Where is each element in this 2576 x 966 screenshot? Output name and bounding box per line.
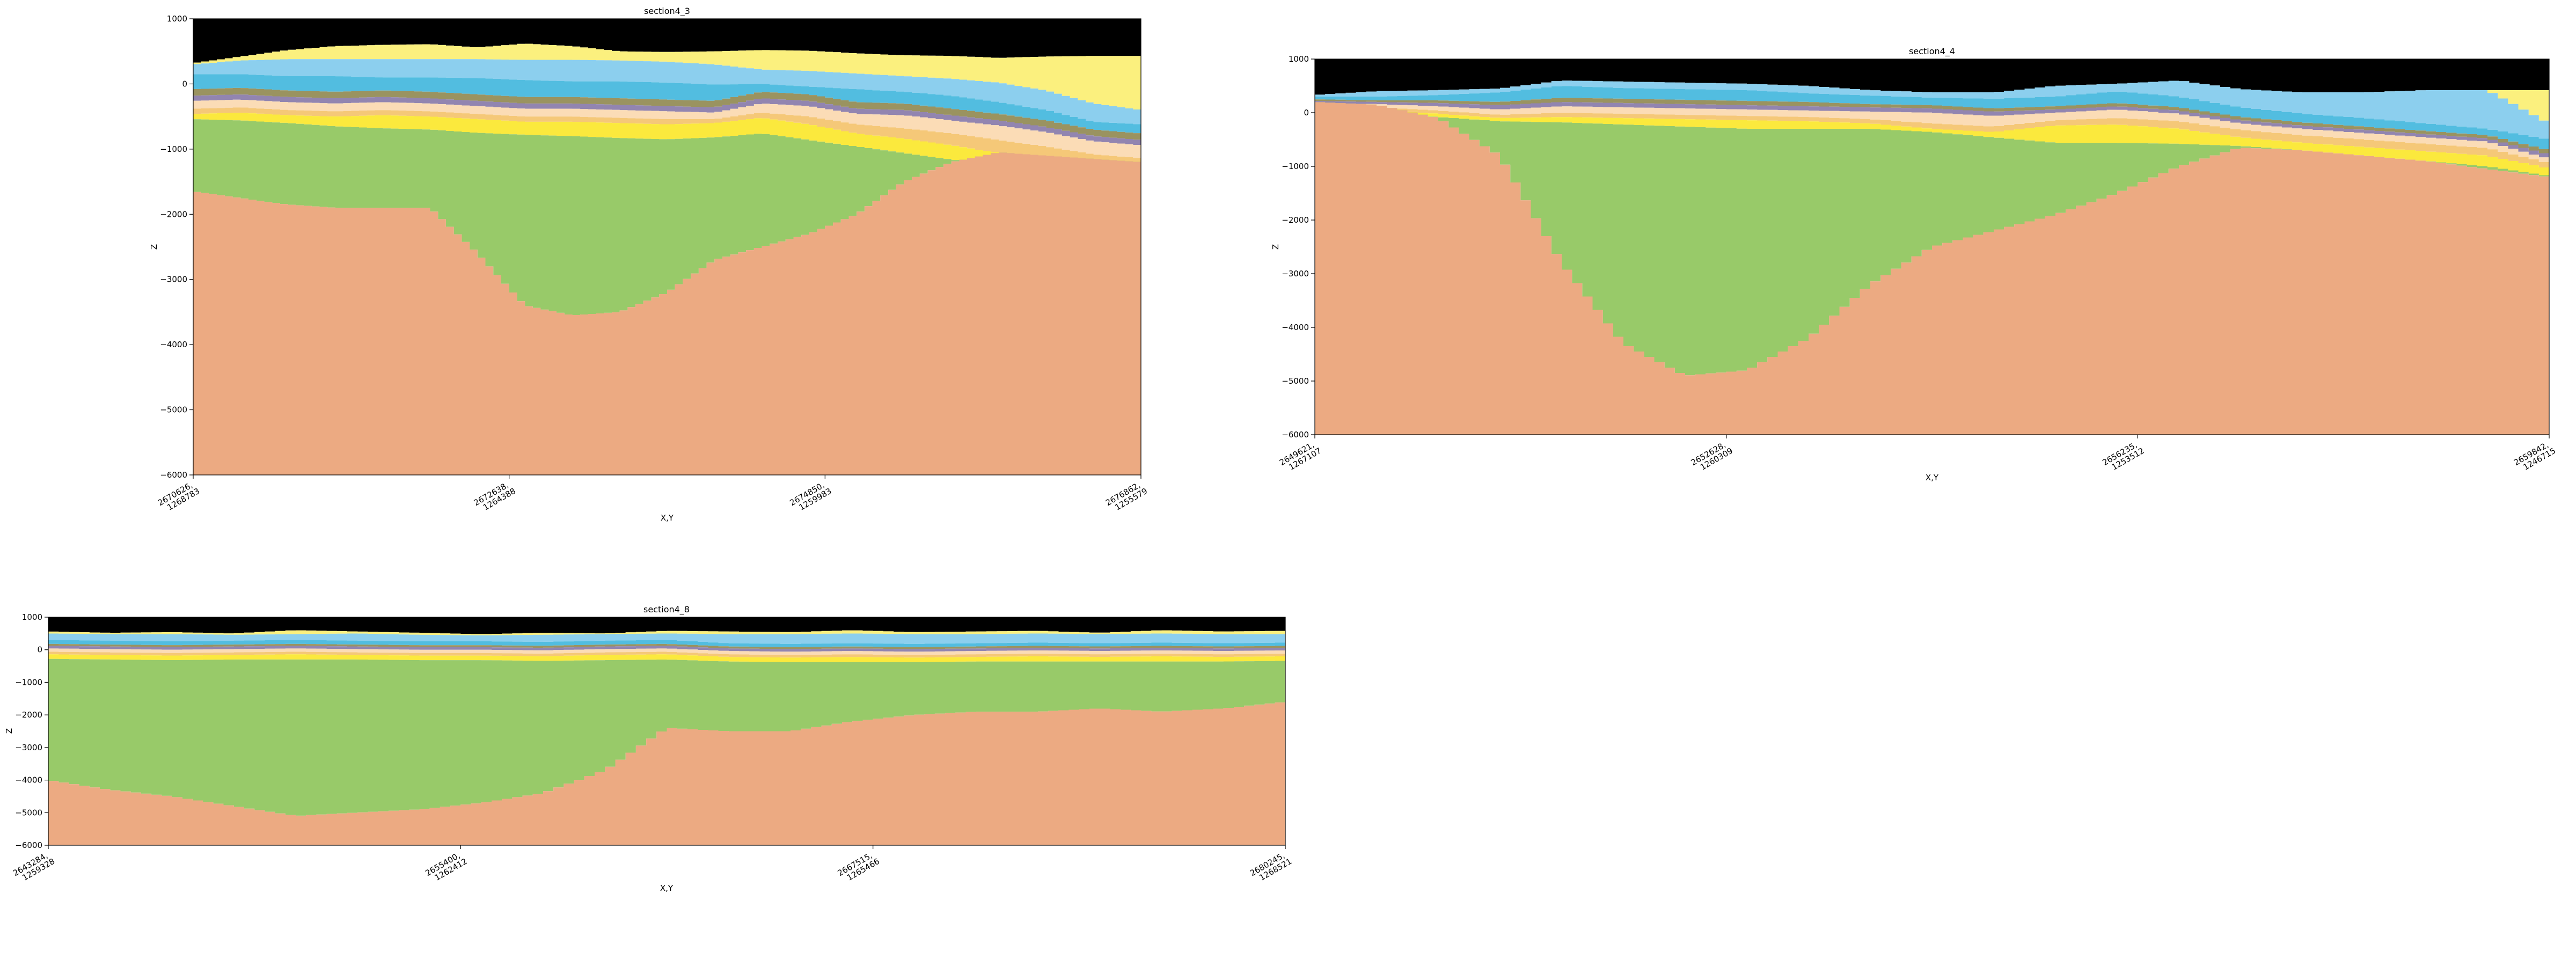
panel-section4-4: section4_4 1000 0 −1000 −2000 −3000 −4000 −500… bbox=[1271, 46, 2557, 482]
layer-band-2 bbox=[1315, 80, 2549, 139]
layer-band-8 bbox=[48, 654, 1285, 662]
layer-band-3 bbox=[1315, 86, 2549, 149]
layer-band-6 bbox=[48, 648, 1285, 655]
layer-band-3 bbox=[193, 74, 1141, 134]
y-tick-label: 1000 bbox=[1289, 54, 1309, 64]
layer-band-4 bbox=[48, 643, 1285, 649]
y-tick-label: 1000 bbox=[22, 612, 42, 622]
y-tick-label: −3000 bbox=[1282, 269, 1309, 279]
basement-area bbox=[193, 152, 1141, 475]
y-axis-label: Z bbox=[4, 728, 14, 734]
y-tick-label: −1000 bbox=[15, 677, 42, 687]
layer-band-7 bbox=[193, 107, 1141, 170]
y-axis-label: Z bbox=[1271, 244, 1280, 250]
x-tick-label: 2659842,1246715 bbox=[2512, 438, 2557, 475]
x-tick-label: 2680245,1268521 bbox=[1248, 849, 1293, 885]
sediment-fill-area bbox=[48, 658, 1285, 816]
x-tick-label: 2655400,1262412 bbox=[423, 849, 469, 885]
x-tick-label: 2676862,1255579 bbox=[1104, 479, 1149, 515]
x-tick-label: 2656235,1253512 bbox=[2101, 438, 2146, 475]
x-tick-label: 2674850,1259983 bbox=[788, 479, 833, 515]
panel-section4-8: section4_8 1000 0 −1000 −2000 −3000 −4000 −500… bbox=[4, 604, 1293, 893]
plot-area: 1000 0 −1000 −2000 −3000 −4000 −5000 −600026496… bbox=[1278, 54, 2557, 475]
panel-section4-3: section4_3 1000 0 −1000 −2000 −3000 −4000 −500… bbox=[149, 6, 1149, 523]
y-tick-label: 0 bbox=[182, 79, 187, 89]
basement-area bbox=[48, 702, 1285, 845]
x-axis-label: X,Y bbox=[661, 513, 674, 523]
basement-area bbox=[1315, 102, 2549, 435]
x-axis-label: X,Y bbox=[1926, 473, 1939, 482]
layer-band-4 bbox=[193, 87, 1141, 140]
plot-frame bbox=[1314, 58, 2550, 435]
layer-band-1 bbox=[193, 43, 1141, 109]
panel-title: section4_8 bbox=[643, 604, 690, 615]
y-tick-label: −3000 bbox=[160, 275, 187, 284]
sediment-fill-area bbox=[1315, 102, 2549, 376]
layer-band-8 bbox=[1315, 108, 2549, 175]
panel-title: section4_3 bbox=[644, 6, 690, 17]
x-tick-label: 2649621,1267107 bbox=[1278, 438, 1323, 475]
layer-band-2 bbox=[193, 59, 1141, 125]
y-tick-label: −5000 bbox=[1282, 376, 1309, 386]
layer-band-3 bbox=[48, 640, 1285, 647]
x-tick-label: 2652628,1260309 bbox=[1689, 438, 1735, 475]
plot-area: 1000 0 −1000 −2000 −3000 −4000 −5000 −600026706… bbox=[156, 14, 1149, 515]
layer-band-2 bbox=[48, 633, 1285, 644]
y-tick-label: −5000 bbox=[160, 405, 187, 415]
layer-band-7 bbox=[1315, 106, 2549, 167]
y-tick-label: −2000 bbox=[1282, 215, 1309, 225]
y-tick-label: −4000 bbox=[1282, 323, 1309, 332]
layer-band-6 bbox=[1315, 103, 2549, 162]
y-tick-label: 0 bbox=[37, 645, 42, 655]
y-tick-label: −6000 bbox=[160, 470, 187, 480]
y-tick-label: −2000 bbox=[160, 209, 187, 219]
y-tick-label: −6000 bbox=[15, 840, 42, 850]
sky-area bbox=[193, 19, 1141, 63]
y-tick-label: −5000 bbox=[15, 808, 42, 817]
x-tick-label: 2667515,1265466 bbox=[836, 849, 881, 885]
plot-frame bbox=[193, 18, 1141, 475]
layer-band-8 bbox=[193, 113, 1141, 177]
layer-band-1 bbox=[48, 630, 1285, 635]
y-tick-label: −4000 bbox=[15, 775, 42, 785]
sky-area bbox=[48, 617, 1285, 634]
layer-band-5 bbox=[1315, 101, 2549, 158]
y-tick-label: −6000 bbox=[1282, 430, 1309, 440]
plot-frame bbox=[48, 617, 1286, 846]
y-tick-label: 0 bbox=[1304, 108, 1309, 118]
x-tick-label: 2670626,1268783 bbox=[156, 479, 201, 515]
y-tick-label: −1000 bbox=[160, 144, 187, 154]
y-tick-label: −3000 bbox=[15, 743, 42, 752]
sky-area bbox=[1315, 59, 2549, 95]
plot-area: 1000 0 −1000 −2000 −3000 −4000 −5000 −600026432… bbox=[11, 612, 1293, 885]
layer-band-5 bbox=[48, 646, 1285, 652]
y-tick-label: −1000 bbox=[1282, 162, 1309, 171]
y-axis-label: Z bbox=[149, 244, 159, 250]
layer-band-5 bbox=[193, 94, 1141, 145]
panel-title: section4_4 bbox=[1909, 46, 1955, 57]
sediment-fill-area bbox=[193, 119, 1141, 315]
x-tick-label: 2643284,1259328 bbox=[11, 849, 56, 885]
x-axis-label: X,Y bbox=[660, 883, 674, 893]
y-tick-label: −4000 bbox=[160, 340, 187, 349]
layer-band-6 bbox=[193, 99, 1141, 158]
y-tick-label: −2000 bbox=[15, 710, 42, 720]
y-tick-label: 1000 bbox=[167, 14, 187, 24]
x-tick-label: 2672638,1264388 bbox=[472, 479, 517, 515]
layer-band-7 bbox=[48, 652, 1285, 658]
